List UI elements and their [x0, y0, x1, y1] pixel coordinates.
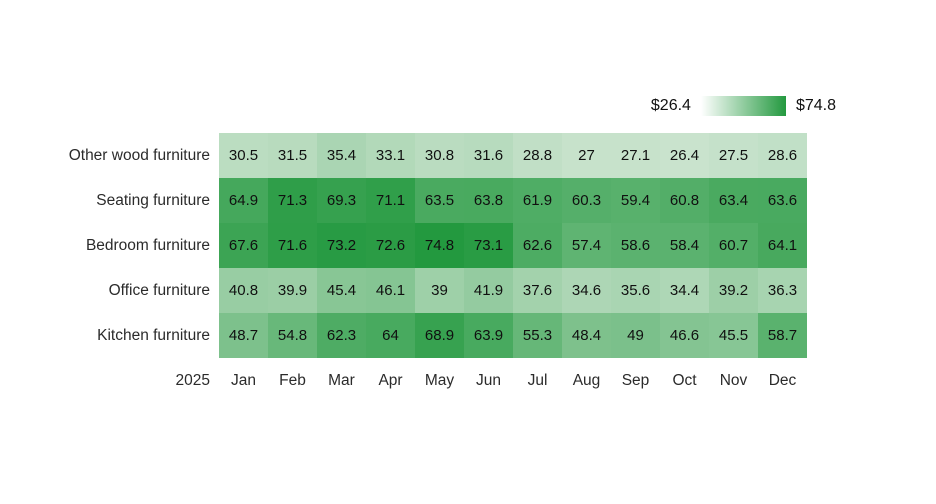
heatmap-cell[interactable]: 74.8	[415, 223, 464, 268]
heatmap-cell[interactable]: 31.5	[268, 133, 317, 178]
heatmap-cell[interactable]: 60.7	[709, 223, 758, 268]
heatmap-cell[interactable]: 63.4	[709, 178, 758, 223]
row-label: Bedroom furniture	[85, 237, 210, 254]
heatmap-cell[interactable]: 73.2	[317, 223, 366, 268]
x-axis: 2025 Jan Feb Mar Apr May Jun Jul Aug Sep Oct Nov De…	[0, 369, 936, 393]
heatmap-cell[interactable]: 35.4	[317, 133, 366, 178]
color-legend: $26.4 $74.8	[651, 96, 836, 116]
legend-gradient-bar	[700, 96, 786, 116]
heatmap-cell[interactable]: 26.4	[660, 133, 709, 178]
heatmap-cell[interactable]: 58.7	[758, 313, 807, 358]
heatmap-cell[interactable]: 49	[611, 313, 660, 358]
heatmap-cell[interactable]: 27	[562, 133, 611, 178]
heatmap-cell[interactable]: 71.1	[366, 178, 415, 223]
month-label: Jun	[476, 372, 501, 389]
heatmap-cell[interactable]: 46.1	[366, 268, 415, 313]
heatmap-cell[interactable]: 64.9	[219, 178, 268, 223]
heatmap-cell[interactable]: 62.3	[317, 313, 366, 358]
heatmap-cell[interactable]: 71.3	[268, 178, 317, 223]
heatmap-cell[interactable]: 30.5	[219, 133, 268, 178]
month-label: Jul	[527, 372, 548, 389]
row-label: Seating furniture	[96, 192, 210, 209]
heatmap-cell[interactable]: 46.6	[660, 313, 709, 358]
heatmap-cell[interactable]: 58.6	[611, 223, 660, 268]
heatmap-cell[interactable]: 30.8	[415, 133, 464, 178]
month-label: Dec	[768, 372, 797, 389]
heatmap-cell[interactable]: 63.6	[758, 178, 807, 223]
heatmap-cell[interactable]: 37.6	[513, 268, 562, 313]
month-label: Apr	[378, 372, 403, 389]
month-labels: Jan Feb Mar Apr May Jun Jul Aug Sep Oct Nov Dec	[219, 369, 807, 393]
month-label: Jan	[231, 372, 256, 389]
heatmap-cell[interactable]: 64.1	[758, 223, 807, 268]
heatmap-cell[interactable]: 34.6	[562, 268, 611, 313]
heatmap-cell[interactable]: 57.4	[562, 223, 611, 268]
heatmap-cell[interactable]: 28.8	[513, 133, 562, 178]
heatmap-cell[interactable]: 58.4	[660, 223, 709, 268]
heatmap-cell[interactable]: 45.4	[317, 268, 366, 313]
heatmap-cell[interactable]: 72.6	[366, 223, 415, 268]
month-label: May	[424, 372, 455, 389]
heatmap-cell[interactable]: 60.8	[660, 178, 709, 223]
heatmap-cell[interactable]: 54.8	[268, 313, 317, 358]
heatmap-cell[interactable]: 71.6	[268, 223, 317, 268]
heatmap-cell[interactable]: 33.1	[366, 133, 415, 178]
heatmap-cell[interactable]: 63.5	[415, 178, 464, 223]
heatmap-cell[interactable]: 45.5	[709, 313, 758, 358]
legend-max-label: $74.8	[795, 97, 836, 114]
month-label: Oct	[672, 372, 697, 389]
heatmap-cell[interactable]: 28.6	[758, 133, 807, 178]
heatmap-cell[interactable]: 27.5	[709, 133, 758, 178]
row-label: Other wood furniture	[68, 147, 210, 164]
heatmap-cell[interactable]: 64	[366, 313, 415, 358]
heatmap-cell[interactable]: 63.8	[464, 178, 513, 223]
legend-min-label: $26.4	[650, 97, 691, 114]
month-label: Nov	[719, 372, 748, 389]
month-label: Aug	[572, 372, 601, 389]
heatmap-cell[interactable]: 59.4	[611, 178, 660, 223]
heatmap-cell[interactable]: 55.3	[513, 313, 562, 358]
heatmap-cell[interactable]: 69.3	[317, 178, 366, 223]
month-label: Sep	[621, 372, 650, 389]
y-axis-labels: Other wood furniture Seating furniture Bed…	[0, 133, 210, 358]
heatmap-cell[interactable]: 67.6	[219, 223, 268, 268]
heatmap-cell[interactable]: 39	[415, 268, 464, 313]
heatmap-cell[interactable]: 41.9	[464, 268, 513, 313]
heatmap-cell[interactable]: 39.9	[268, 268, 317, 313]
heatmap-cell[interactable]: 61.9	[513, 178, 562, 223]
heatmap-cell[interactable]: 62.6	[513, 223, 562, 268]
row-label: Office furniture	[108, 282, 210, 299]
heatmap-cell[interactable]: 48.7	[219, 313, 268, 358]
heatmap-cell[interactable]: 40.8	[219, 268, 268, 313]
heatmap-cell[interactable]: 35.6	[611, 268, 660, 313]
heatmap-grid: 30.5 31.5 35.4 33.1 30.8 31.6 28.8 27 27.1 26.4 27…	[219, 133, 807, 358]
heatmap-cell[interactable]: 36.3	[758, 268, 807, 313]
heatmap-cell[interactable]: 68.9	[415, 313, 464, 358]
month-label: Mar	[328, 372, 355, 389]
heatmap-cell[interactable]: 63.9	[464, 313, 513, 358]
heatmap-cell[interactable]: 31.6	[464, 133, 513, 178]
heatmap-cell[interactable]: 34.4	[660, 268, 709, 313]
heatmap-cell[interactable]: 73.1	[464, 223, 513, 268]
heatmap-cell[interactable]: 39.2	[709, 268, 758, 313]
heatmap-cell[interactable]: 48.4	[562, 313, 611, 358]
heatmap-cell[interactable]: 60.3	[562, 178, 611, 223]
row-label: Kitchen furniture	[97, 327, 210, 344]
month-label: Feb	[279, 372, 306, 389]
heatmap-cell[interactable]: 27.1	[611, 133, 660, 178]
year-label: 2025	[175, 372, 210, 389]
